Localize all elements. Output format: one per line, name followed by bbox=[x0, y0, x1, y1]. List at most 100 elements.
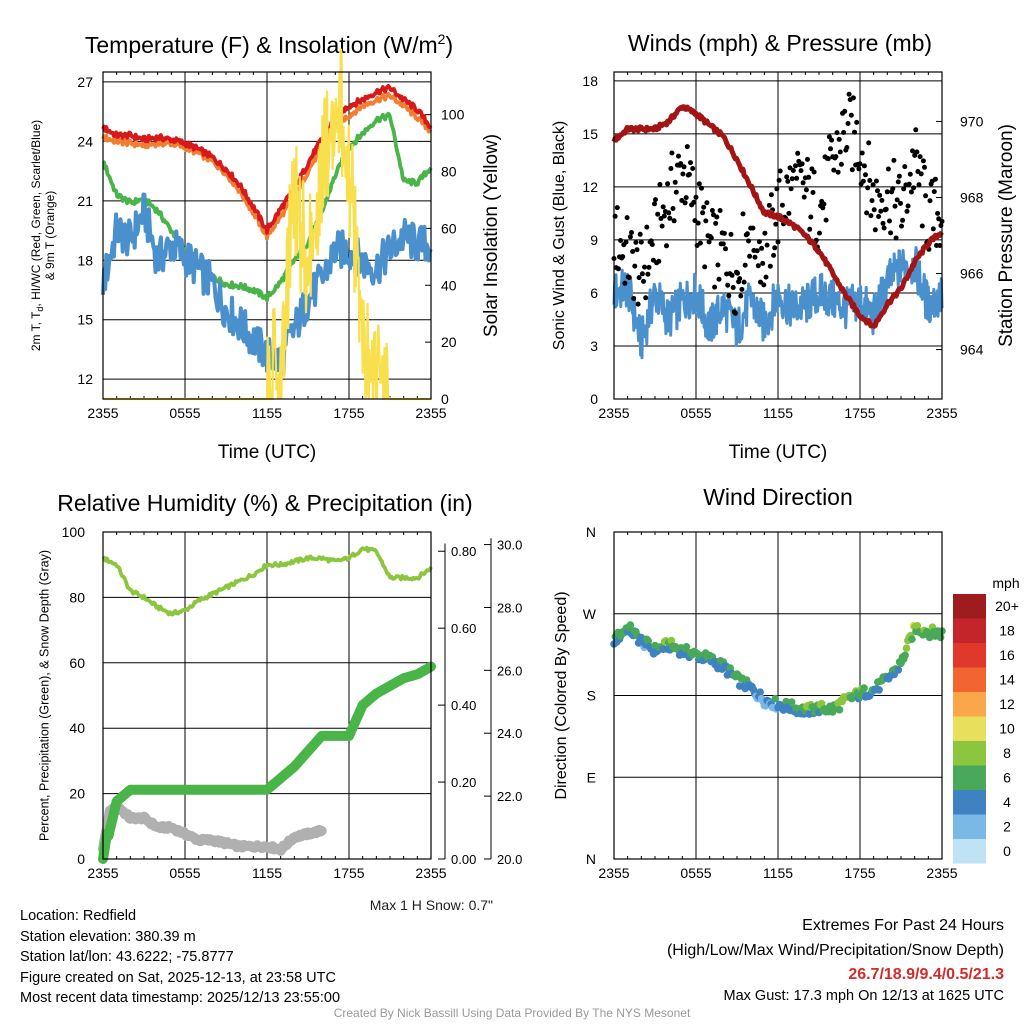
gust-point bbox=[871, 207, 877, 213]
gust-point bbox=[803, 187, 809, 193]
gust-point bbox=[894, 197, 900, 203]
gust-point bbox=[873, 178, 879, 184]
gust-point bbox=[620, 254, 626, 260]
gust-point bbox=[845, 121, 851, 126]
direction-point bbox=[901, 651, 909, 660]
gust-point bbox=[721, 230, 727, 236]
created-text: Figure created on Sat, 2025-12-13, at 23… bbox=[20, 969, 336, 986]
gust-point bbox=[833, 154, 839, 160]
gust-point bbox=[854, 119, 860, 125]
x-tick-label: 2355 bbox=[415, 405, 446, 421]
x-tick-label: 2355 bbox=[87, 865, 118, 881]
snow-tick-label: 26.0 bbox=[497, 663, 522, 678]
gust-point bbox=[701, 204, 707, 210]
y-tick-label: 12 bbox=[582, 179, 598, 195]
gust-point bbox=[766, 202, 772, 208]
gust-point bbox=[880, 220, 886, 226]
gust-point bbox=[656, 258, 662, 264]
direction-point bbox=[913, 622, 922, 630]
gust-point bbox=[730, 285, 736, 290]
gust-point bbox=[849, 167, 855, 173]
gust-point bbox=[744, 231, 750, 237]
gust-point bbox=[885, 166, 891, 172]
gust-point bbox=[630, 249, 636, 254]
gust-point bbox=[678, 161, 684, 167]
gust-point bbox=[863, 172, 868, 178]
gust-point bbox=[755, 263, 761, 269]
gust-point bbox=[626, 275, 632, 280]
y-tick-label: 3 bbox=[590, 338, 598, 354]
gust-point bbox=[644, 224, 650, 230]
gust-point bbox=[697, 240, 703, 246]
y-tick-label: N bbox=[586, 524, 596, 540]
gust-point bbox=[726, 293, 732, 299]
direction-point bbox=[626, 621, 635, 629]
rh-plot-frame bbox=[102, 531, 432, 860]
gust-point bbox=[649, 242, 655, 247]
wdir-chart-title: Wind Direction bbox=[703, 484, 853, 510]
gust-point bbox=[615, 266, 621, 272]
gust-point bbox=[798, 168, 804, 174]
rh-chart-title: Relative Humidity (%) & Precipitation (i… bbox=[57, 490, 472, 516]
direction-point bbox=[936, 633, 945, 642]
legend-swatch bbox=[953, 692, 986, 717]
precip-tick-label: 0.20 bbox=[451, 775, 476, 790]
gust-point bbox=[737, 276, 743, 282]
legend-swatch bbox=[953, 839, 986, 864]
gust-point bbox=[754, 248, 760, 254]
gust-point bbox=[935, 210, 941, 216]
gust-point bbox=[852, 129, 857, 135]
gust-point bbox=[901, 186, 907, 192]
gust-point bbox=[779, 202, 785, 208]
gust-point bbox=[916, 182, 922, 188]
gust-point bbox=[742, 262, 748, 268]
gust-point bbox=[772, 245, 778, 251]
gust-point bbox=[904, 208, 910, 214]
gust-point bbox=[891, 157, 897, 163]
gust-point bbox=[664, 243, 669, 249]
insolation-axis-title: Solar Insolation (Yellow) bbox=[481, 134, 502, 337]
gust-point bbox=[777, 168, 783, 174]
legend-label: 20+ bbox=[995, 598, 1019, 614]
temp-plot-frame bbox=[102, 71, 432, 400]
gust-point bbox=[932, 176, 938, 182]
gust-point bbox=[670, 206, 676, 211]
gust-point bbox=[893, 235, 899, 241]
legend-swatch bbox=[953, 741, 986, 766]
wind-x-axis-title: Time (UTC) bbox=[729, 442, 828, 463]
rh-line bbox=[101, 545, 433, 617]
gust-point bbox=[923, 193, 929, 199]
gust-point bbox=[637, 231, 643, 237]
y-label-rest: , HI/WC (Red, Green, Scarlet/Blue) bbox=[29, 120, 43, 307]
x-tick-label: 0555 bbox=[169, 405, 200, 421]
gust-point bbox=[636, 275, 642, 281]
gust-point bbox=[872, 227, 878, 233]
gust-point bbox=[686, 171, 692, 177]
gust-point bbox=[920, 158, 926, 164]
x-tick-label: 1755 bbox=[333, 865, 364, 881]
gust-point bbox=[785, 178, 791, 184]
x-tick-label: 0555 bbox=[680, 405, 711, 421]
gust-point bbox=[771, 252, 777, 258]
direction-point bbox=[875, 686, 883, 694]
gust-point bbox=[623, 239, 629, 245]
gust-point bbox=[790, 168, 796, 173]
gust-point bbox=[793, 163, 798, 169]
gust-point bbox=[884, 189, 890, 195]
gust-point bbox=[800, 180, 806, 186]
legend-swatch bbox=[953, 716, 986, 741]
gust-point bbox=[691, 199, 697, 205]
gust-point bbox=[857, 161, 863, 167]
y-tick-label: 18 bbox=[77, 252, 93, 268]
gust-point bbox=[825, 156, 831, 162]
gust-point bbox=[618, 238, 624, 243]
gust-point bbox=[860, 178, 866, 184]
y-tick-label: 21 bbox=[77, 193, 93, 209]
y-tick-label: 15 bbox=[77, 312, 93, 328]
legend-label: 8 bbox=[1003, 745, 1011, 761]
gust-point bbox=[667, 215, 673, 221]
gust-point bbox=[887, 218, 892, 224]
gust-point bbox=[856, 166, 862, 172]
elevation-text: Station elevation: 380.39 m bbox=[20, 928, 196, 945]
y-tick-label: 20 bbox=[69, 786, 85, 802]
